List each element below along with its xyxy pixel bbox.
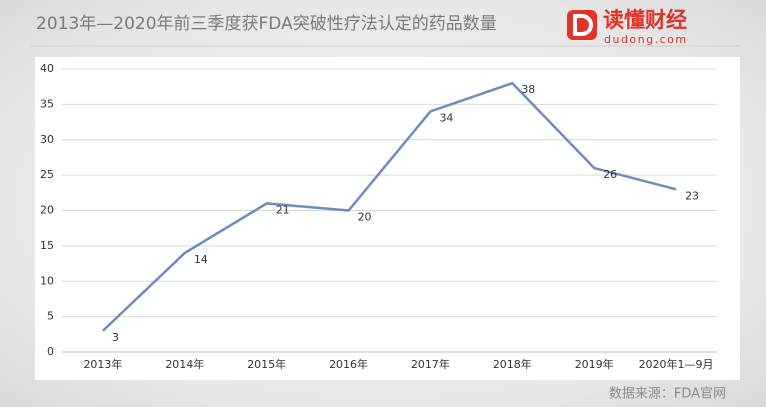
logo: 读懂财经 dudong.com	[567, 8, 688, 46]
data-label: 21	[276, 203, 290, 216]
x-tick-label: 2020年1—9月	[639, 357, 714, 371]
y-tick-label: 30	[40, 133, 54, 146]
x-tick-label: 2014年	[165, 357, 204, 371]
data-label: 34	[439, 111, 453, 124]
brand-site: dudong.com	[604, 33, 688, 46]
x-tick-label: 2015年	[247, 357, 286, 371]
x-tick-label: 2013年	[83, 357, 122, 371]
chart-title: 2013年—2020年前三季度获FDA突破性疗法认定的药品数量	[36, 14, 497, 34]
plot-background	[35, 57, 740, 380]
data-label: 3	[112, 331, 119, 344]
data-label: 14	[194, 253, 208, 266]
x-tick-label: 2016年	[329, 357, 368, 371]
logo-d	[573, 14, 593, 36]
y-tick-label: 20	[40, 204, 54, 217]
y-tick-label: 40	[40, 62, 54, 75]
y-tick-label: 35	[40, 97, 54, 110]
y-tick-label: 0	[47, 345, 54, 358]
data-label: 26	[603, 168, 617, 181]
x-tick-label: 2019年	[575, 357, 614, 371]
data-label: 23	[685, 189, 699, 202]
brand-name: 读懂财经	[603, 8, 687, 32]
series-line	[102, 81, 677, 332]
y-tick-label: 10	[40, 274, 54, 287]
y-tick-label: 5	[47, 310, 54, 323]
plot: 0 5 10 15 20 25 30 35 40 2013年 2014年 2015年 2016年 2017…	[40, 62, 717, 371]
x-tick-label: 2017年	[411, 357, 450, 371]
y-tick-label: 15	[40, 239, 54, 252]
data-label: 20	[358, 211, 372, 224]
data-label: 38	[521, 83, 535, 96]
y-tick-label: 25	[40, 168, 54, 181]
x-tick-label: 2018年	[493, 357, 532, 371]
source: 数据来源：FDA官网	[609, 386, 726, 402]
